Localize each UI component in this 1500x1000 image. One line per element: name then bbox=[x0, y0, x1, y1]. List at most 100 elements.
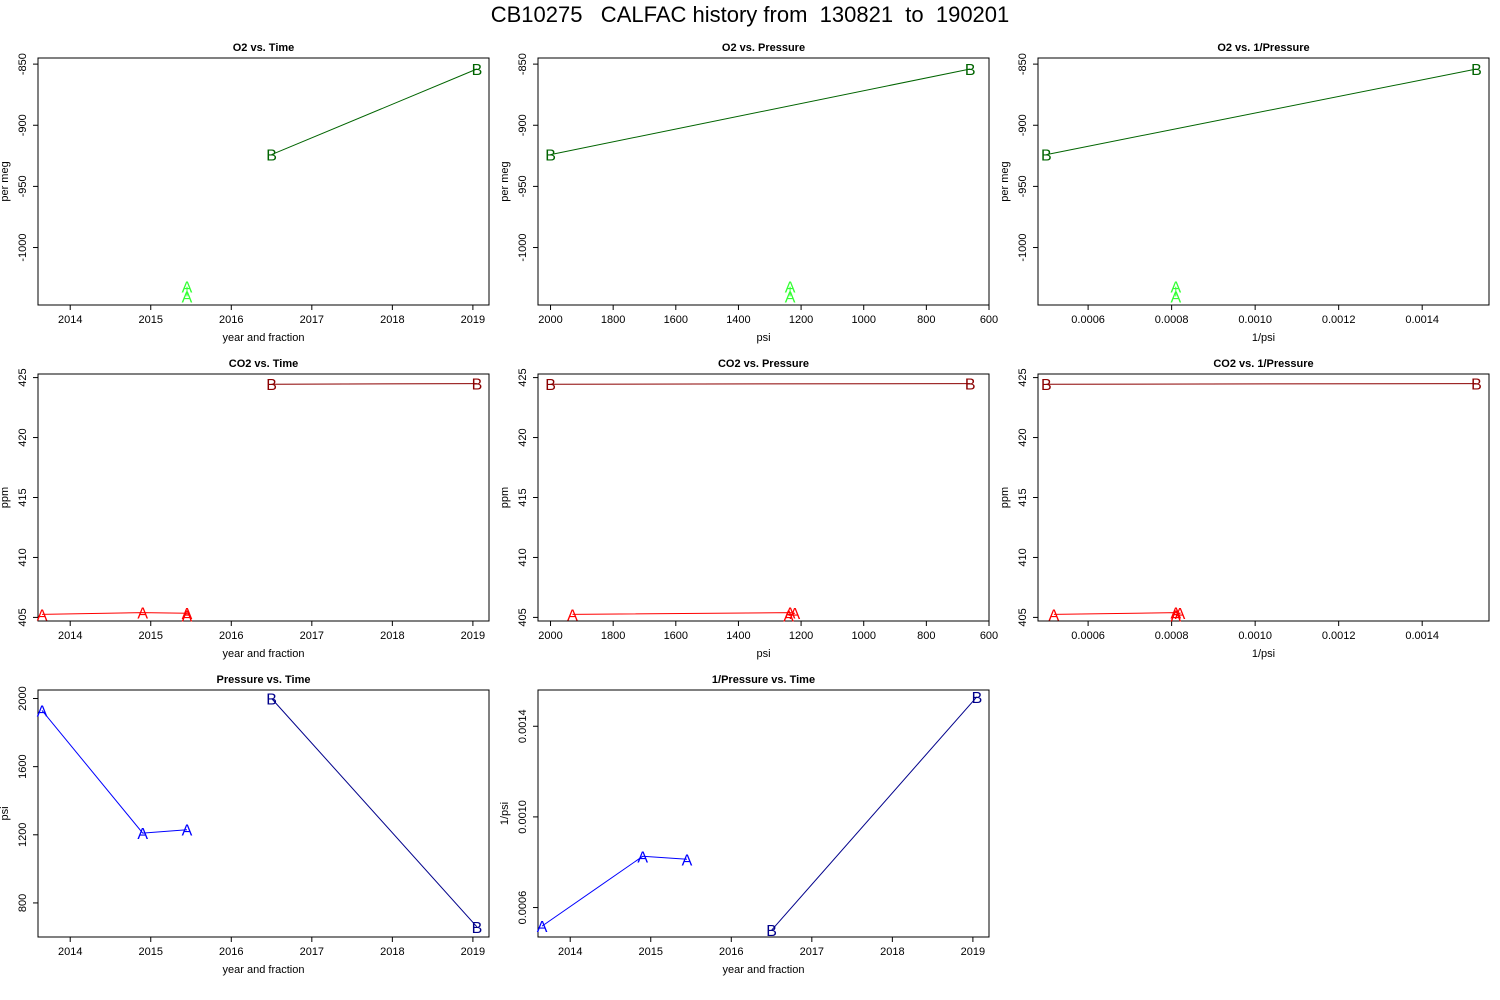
data-point-B: B bbox=[266, 692, 277, 709]
plot-frame bbox=[537, 373, 990, 622]
y-tick-label: -900 bbox=[517, 114, 529, 136]
chart-panel-7: Pressure vs. Time 2014 2015 2016 2017 2018 201… bbox=[0, 674, 490, 976]
data-point-A: A bbox=[785, 280, 796, 297]
chart-panel-3: O2 vs. 1/Pressure 0.0006 0.0008 0.0010 0.001… bbox=[999, 42, 1490, 344]
plot-frame bbox=[1037, 57, 1490, 306]
y-tick-label: -1000 bbox=[17, 233, 29, 261]
data-point-A: A bbox=[783, 609, 794, 626]
x-axis-label: 1/psi bbox=[1252, 648, 1275, 660]
chart-panel-1: O2 vs. Time 2014 2015 2016 2017 2018 2019 year … bbox=[0, 42, 490, 344]
plot-frame bbox=[37, 373, 490, 622]
x-axis-label: year and fraction bbox=[223, 648, 305, 660]
y-tick-label: 405 bbox=[17, 608, 29, 626]
plot-frame bbox=[537, 689, 990, 938]
series-line-B bbox=[1046, 383, 1477, 385]
y-tick-label: 410 bbox=[1017, 548, 1029, 566]
data-point-A: A bbox=[1170, 606, 1181, 623]
y-tick-label: -850 bbox=[1017, 53, 1029, 75]
x-axis-label: psi bbox=[756, 332, 770, 344]
x-tick-label: 2000 bbox=[538, 314, 562, 326]
data-point-B: B bbox=[766, 923, 777, 940]
data-point-A: A bbox=[137, 606, 148, 623]
y-tick-label: 0.0010 bbox=[517, 800, 529, 834]
data-point-A: A bbox=[789, 606, 800, 623]
data-point-A: A bbox=[567, 607, 578, 624]
chart-title: O2 vs. Pressure bbox=[722, 42, 805, 54]
x-tick-label: 2016 bbox=[219, 314, 243, 326]
y-tick-label: -850 bbox=[17, 53, 29, 75]
data-point-A: A bbox=[182, 823, 193, 840]
data-point-B: B bbox=[965, 377, 976, 394]
data-point-B: B bbox=[266, 148, 277, 165]
series-line-A bbox=[1053, 612, 1182, 617]
chart-title: CO2 vs. Pressure bbox=[718, 358, 809, 370]
x-tick-label: 2014 bbox=[58, 314, 82, 326]
x-tick-label: 1800 bbox=[601, 314, 625, 326]
data-point-A: A bbox=[182, 280, 193, 297]
data-point-A: A bbox=[182, 606, 193, 623]
chart-title: 1/Pressure vs. Time bbox=[712, 674, 815, 686]
x-tick-label: 1400 bbox=[726, 314, 750, 326]
y-tick-label: 405 bbox=[1017, 608, 1029, 626]
x-tick-label: 1400 bbox=[726, 630, 750, 642]
series-line-B bbox=[1046, 68, 1477, 156]
y-tick-label: 420 bbox=[1017, 428, 1029, 446]
data-point-A: A bbox=[37, 607, 48, 624]
chart-panel-5: CO2 vs. Pressure 2000 1800 1600 1400 1200 1000… bbox=[499, 358, 998, 660]
x-tick-label: 2016 bbox=[219, 946, 243, 958]
y-tick-label: 420 bbox=[517, 428, 529, 446]
y-axis-label: ppm bbox=[0, 487, 11, 508]
x-axis-label: 1/psi bbox=[1252, 332, 1275, 344]
x-tick-label: 1600 bbox=[664, 630, 688, 642]
data-point-B: B bbox=[266, 377, 277, 394]
y-tick-label: -950 bbox=[17, 175, 29, 197]
y-tick-label: 410 bbox=[517, 548, 529, 566]
x-axis-label: year and fraction bbox=[723, 964, 805, 976]
x-tick-label: 2018 bbox=[380, 946, 404, 958]
y-axis-label: ppm bbox=[999, 487, 1011, 508]
y-tick-label: 1200 bbox=[17, 823, 29, 847]
data-point-A: A bbox=[182, 609, 193, 626]
x-axis-label: psi bbox=[756, 648, 770, 660]
plot-frame bbox=[37, 57, 490, 306]
y-tick-label: -950 bbox=[517, 175, 529, 197]
y-tick-label: -1000 bbox=[1017, 233, 1029, 261]
data-point-A: A bbox=[1170, 609, 1181, 626]
y-tick-label: 800 bbox=[17, 894, 29, 912]
x-tick-label: 800 bbox=[917, 630, 935, 642]
x-tick-label: 2019 bbox=[461, 314, 485, 326]
x-tick-label: 2016 bbox=[719, 946, 743, 958]
x-tick-label: 0.0008 bbox=[1155, 630, 1189, 642]
x-tick-label: 0.0006 bbox=[1071, 630, 1105, 642]
x-tick-label: 0.0014 bbox=[1405, 630, 1439, 642]
chart-panel-2: O2 vs. Pressure 2000 1800 1600 1400 1200 1000 8… bbox=[499, 42, 998, 344]
data-point-B: B bbox=[472, 62, 483, 79]
x-tick-label: 600 bbox=[980, 314, 998, 326]
series-line-A bbox=[41, 612, 188, 616]
x-tick-label: 2019 bbox=[961, 946, 985, 958]
x-tick-label: 2019 bbox=[461, 946, 485, 958]
x-tick-label: 2015 bbox=[139, 946, 163, 958]
x-tick-label: 2015 bbox=[139, 630, 163, 642]
x-tick-label: 2014 bbox=[558, 946, 582, 958]
x-tick-label: 2017 bbox=[300, 946, 324, 958]
data-point-A: A bbox=[37, 703, 48, 720]
y-tick-label: 420 bbox=[17, 428, 29, 446]
chart-title: O2 vs. 1/Pressure bbox=[1217, 42, 1309, 54]
series-line-B bbox=[550, 383, 971, 385]
series-line-A bbox=[541, 855, 688, 927]
x-tick-label: 2016 bbox=[219, 630, 243, 642]
y-tick-label: 415 bbox=[1017, 488, 1029, 506]
y-axis-label: per meg bbox=[499, 161, 511, 201]
y-tick-label: -1000 bbox=[517, 233, 529, 261]
x-tick-label: 2015 bbox=[139, 314, 163, 326]
data-point-A: A bbox=[785, 606, 796, 623]
y-axis-label: 1/psi bbox=[499, 802, 511, 825]
x-tick-label: 1000 bbox=[851, 630, 875, 642]
data-point-B: B bbox=[1471, 62, 1482, 79]
y-tick-label: 410 bbox=[17, 548, 29, 566]
data-point-A: A bbox=[637, 849, 648, 866]
x-tick-label: 2017 bbox=[300, 314, 324, 326]
chart-title: CO2 vs. 1/Pressure bbox=[1213, 358, 1313, 370]
